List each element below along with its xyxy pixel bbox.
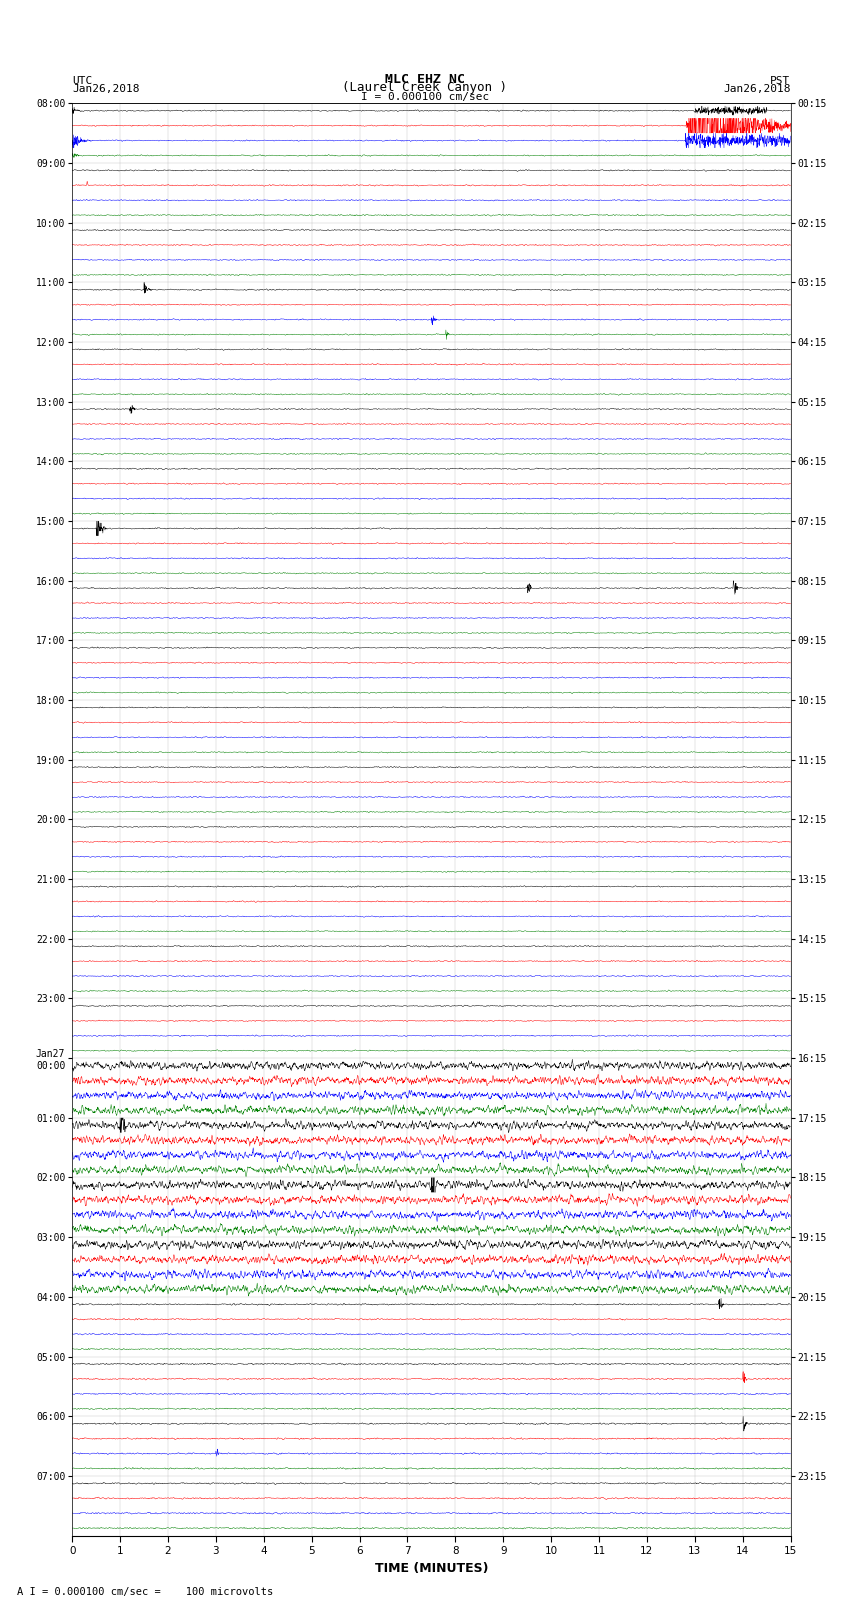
X-axis label: TIME (MINUTES): TIME (MINUTES) xyxy=(375,1561,488,1574)
Text: MLC EHZ NC: MLC EHZ NC xyxy=(385,73,465,85)
Text: Jan26,2018: Jan26,2018 xyxy=(72,84,139,94)
Text: Jan26,2018: Jan26,2018 xyxy=(723,84,791,94)
Text: (Laurel Creek Canyon ): (Laurel Creek Canyon ) xyxy=(343,81,507,94)
Text: I = 0.000100 cm/sec: I = 0.000100 cm/sec xyxy=(361,92,489,103)
Text: PST: PST xyxy=(770,76,790,85)
Text: A I = 0.000100 cm/sec =    100 microvolts: A I = 0.000100 cm/sec = 100 microvolts xyxy=(17,1587,273,1597)
Text: UTC: UTC xyxy=(72,76,93,85)
